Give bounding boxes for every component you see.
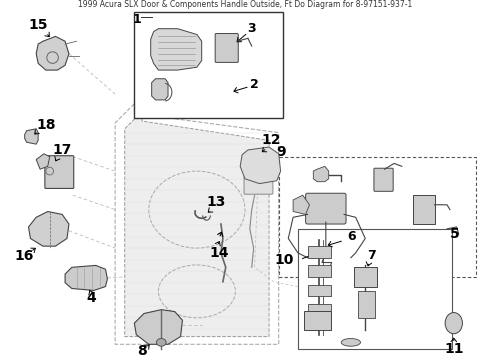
Text: 15: 15 [28, 18, 48, 32]
Text: 16: 16 [14, 249, 33, 263]
FancyBboxPatch shape [308, 285, 331, 296]
FancyBboxPatch shape [308, 304, 331, 315]
Text: 4: 4 [86, 291, 96, 305]
Text: 1: 1 [133, 13, 142, 26]
Text: 17: 17 [52, 143, 72, 157]
Polygon shape [134, 310, 182, 344]
Text: 1999 Acura SLX Door & Components Handle Outside, Ft Do Diagram for 8-97151-937-1: 1999 Acura SLX Door & Components Handle … [78, 0, 412, 9]
Polygon shape [24, 129, 38, 144]
Polygon shape [65, 265, 107, 291]
Polygon shape [28, 212, 69, 246]
Polygon shape [36, 36, 69, 70]
FancyBboxPatch shape [304, 311, 331, 330]
Ellipse shape [156, 338, 166, 346]
Text: 8: 8 [137, 344, 147, 358]
FancyBboxPatch shape [306, 193, 346, 224]
Text: 6: 6 [347, 230, 356, 243]
Text: 13: 13 [206, 195, 226, 209]
Ellipse shape [341, 338, 361, 346]
Polygon shape [125, 112, 269, 337]
FancyBboxPatch shape [414, 195, 435, 224]
Text: 7: 7 [367, 249, 375, 262]
Text: 5: 5 [450, 227, 460, 240]
Text: 9: 9 [276, 145, 285, 159]
Polygon shape [293, 195, 310, 215]
Text: 11: 11 [444, 342, 464, 356]
Polygon shape [313, 166, 329, 182]
Text: 2: 2 [250, 78, 259, 91]
Text: 14: 14 [209, 246, 229, 260]
Text: 12: 12 [261, 133, 281, 147]
FancyBboxPatch shape [215, 33, 238, 62]
Polygon shape [152, 79, 168, 100]
Bar [134, 12, 284, 118]
Bar [298, 229, 452, 349]
FancyBboxPatch shape [354, 267, 377, 287]
Text: 10: 10 [275, 253, 294, 267]
Polygon shape [36, 154, 49, 169]
FancyBboxPatch shape [244, 175, 273, 194]
FancyBboxPatch shape [308, 246, 331, 258]
Text: 18: 18 [36, 118, 55, 132]
Text: 3: 3 [247, 22, 256, 35]
Polygon shape [240, 147, 281, 184]
FancyBboxPatch shape [45, 156, 74, 188]
Bar [279, 157, 476, 277]
Ellipse shape [445, 312, 463, 334]
Polygon shape [151, 29, 202, 70]
FancyBboxPatch shape [358, 291, 375, 318]
FancyBboxPatch shape [308, 265, 331, 277]
FancyBboxPatch shape [374, 168, 393, 191]
